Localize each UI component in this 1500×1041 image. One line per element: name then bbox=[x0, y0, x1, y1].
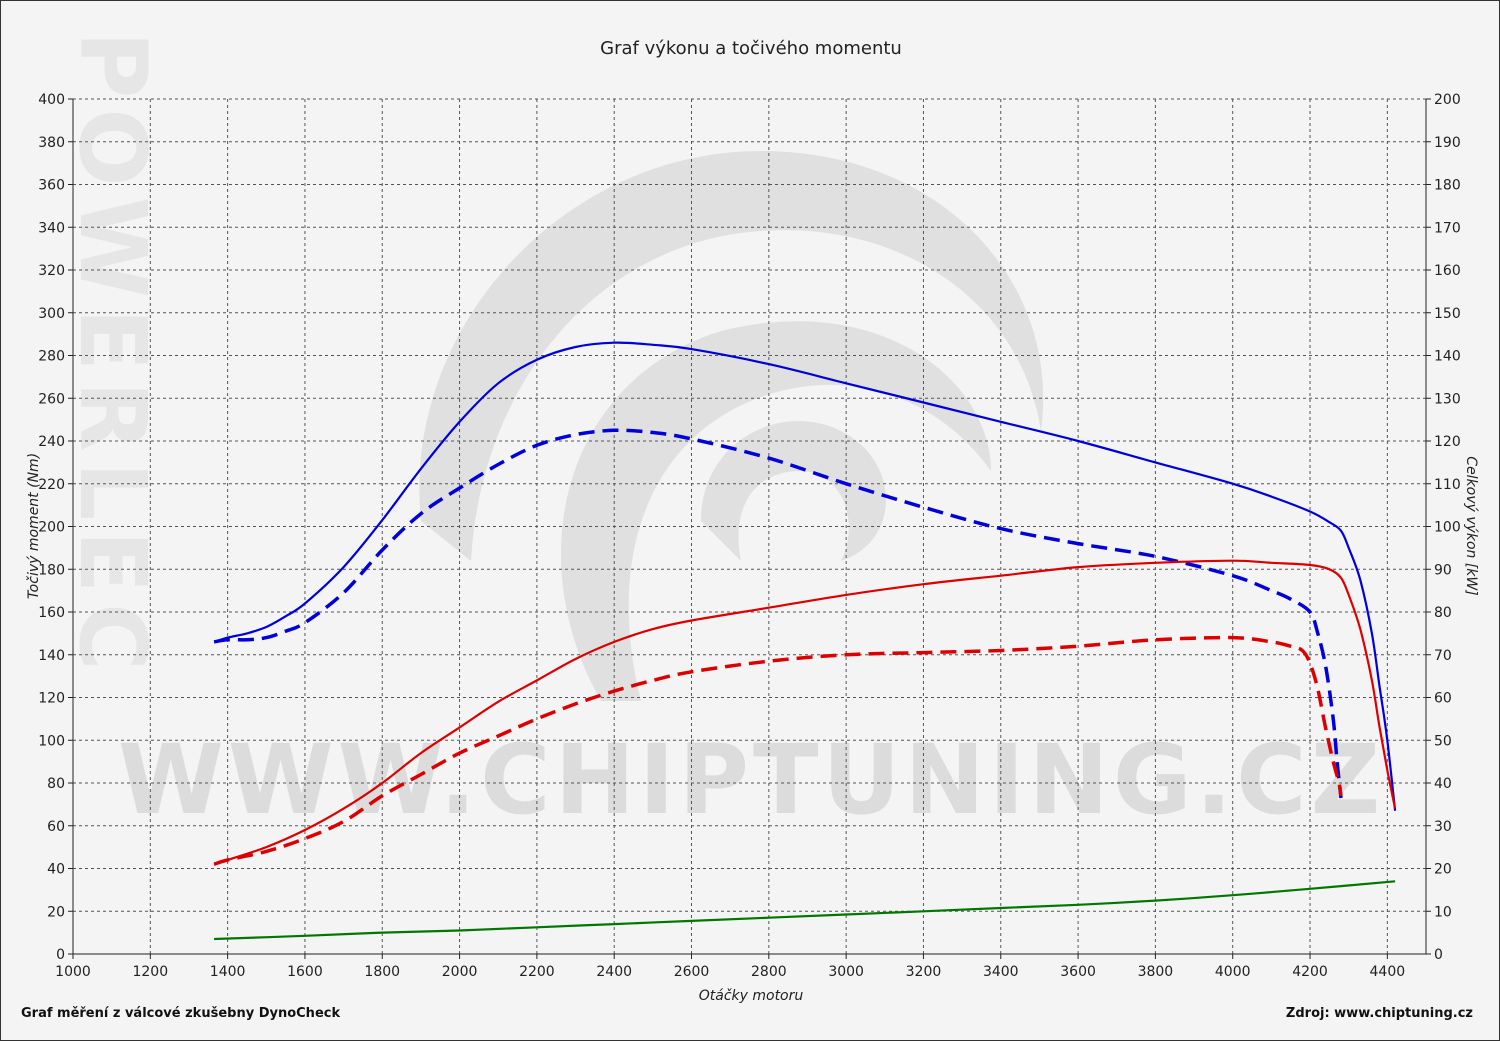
y-tick-label-right: 200 bbox=[1434, 92, 1461, 108]
watermark-side-text-left: POWERLEC bbox=[59, 31, 166, 681]
chart-title: Graf výkonu a točivého momentu bbox=[600, 38, 902, 59]
y-tick-label-left: 0 bbox=[56, 947, 65, 963]
series-layer bbox=[213, 341, 1397, 941]
x-axis-label: Otáčky motoru bbox=[699, 988, 804, 1004]
x-tick-label: 2800 bbox=[751, 964, 787, 980]
y-tick-label-right: 100 bbox=[1434, 520, 1461, 536]
turbo-swirl-logo-icon bbox=[419, 151, 1044, 701]
x-tick-label: 4200 bbox=[1292, 964, 1328, 980]
x-tick-label: 3400 bbox=[983, 964, 1019, 980]
x-tick-label: 4000 bbox=[1215, 964, 1251, 980]
x-tick-label: 3600 bbox=[1060, 964, 1096, 980]
x-tick-label: 1800 bbox=[364, 964, 400, 980]
series-line-tuned-torque bbox=[213, 341, 1397, 811]
y-tick-label-right: 50 bbox=[1434, 733, 1452, 749]
y-tick-label-right: 30 bbox=[1434, 819, 1452, 835]
footer-source-note: Graf měření z válcové zkušebny DynoCheck bbox=[21, 1006, 341, 1021]
y-tick-label-left: 280 bbox=[38, 349, 65, 365]
y-tick-label-left: 120 bbox=[38, 691, 65, 707]
y-tick-label-left: 60 bbox=[47, 819, 65, 835]
y-tick-label-right: 90 bbox=[1434, 562, 1452, 578]
series-line-stock-torque bbox=[213, 428, 1343, 799]
y-tick-label-left: 360 bbox=[38, 178, 65, 194]
y-tick-label-right: 10 bbox=[1434, 904, 1452, 920]
y-tick-label-right: 70 bbox=[1434, 648, 1452, 664]
y-tick-label-left: 180 bbox=[38, 562, 65, 578]
y-tick-label-right: 130 bbox=[1434, 391, 1461, 407]
y-tick-label-left: 380 bbox=[38, 135, 65, 151]
x-tick-label: 1400 bbox=[210, 964, 246, 980]
footer-source-link[interactable]: Zdroj: www.chiptuning.cz bbox=[1285, 1006, 1473, 1021]
y-tick-label-left: 40 bbox=[47, 862, 65, 878]
y-tick-label-right: 120 bbox=[1434, 434, 1461, 450]
y-tick-label-right: 80 bbox=[1434, 605, 1452, 621]
y-tick-label-right: 190 bbox=[1434, 135, 1461, 151]
y-tick-label-right: 110 bbox=[1434, 477, 1461, 493]
y-axis-label-left: Točivý moment (Nm) bbox=[26, 453, 42, 599]
watermark-layer: WWW.CHIPTUNING.CZ POWERLEC POWERLEC bbox=[59, 31, 1499, 881]
x-tick-label: 3800 bbox=[1138, 964, 1174, 980]
y-tick-label-left: 80 bbox=[47, 776, 65, 792]
y-tick-label-left: 220 bbox=[38, 477, 65, 493]
y-tick-label-right: 180 bbox=[1434, 178, 1461, 194]
y-tick-label-left: 300 bbox=[38, 306, 65, 322]
y-axis-label-right: Celkový výkon [kW] bbox=[1463, 456, 1479, 595]
x-tick-label: 3200 bbox=[906, 964, 942, 980]
y-tick-label-left: 200 bbox=[38, 520, 65, 536]
y-tick-label-left: 400 bbox=[38, 92, 65, 108]
y-tick-label-left: 260 bbox=[38, 391, 65, 407]
y-tick-label-right: 160 bbox=[1434, 263, 1461, 279]
series-line-tuned-power bbox=[213, 559, 1397, 866]
y-tick-label-left: 340 bbox=[38, 220, 65, 236]
y-tick-label-right: 140 bbox=[1434, 349, 1461, 365]
x-tick-label: 2200 bbox=[519, 964, 555, 980]
x-tick-label: 1200 bbox=[132, 964, 168, 980]
watermark-side-text-right: POWERLEC bbox=[1484, 231, 1499, 881]
y-tick-label-left: 320 bbox=[38, 263, 65, 279]
axes-layer: 0204060801001201401601802002202402602803… bbox=[38, 92, 1460, 980]
x-tick-label: 4400 bbox=[1370, 964, 1406, 980]
y-tick-label-left: 160 bbox=[38, 605, 65, 621]
x-tick-label: 2000 bbox=[442, 964, 478, 980]
x-tick-label: 2400 bbox=[596, 964, 632, 980]
y-tick-label-left: 100 bbox=[38, 733, 65, 749]
y-tick-label-right: 0 bbox=[1434, 947, 1443, 963]
y-tick-label-right: 20 bbox=[1434, 862, 1452, 878]
series-line-stock-power bbox=[213, 635, 1343, 866]
y-tick-label-right: 170 bbox=[1434, 220, 1461, 236]
y-tick-label-right: 150 bbox=[1434, 306, 1461, 322]
x-tick-label: 1600 bbox=[287, 964, 323, 980]
series-line-loss bbox=[214, 880, 1396, 941]
y-tick-label-right: 40 bbox=[1434, 776, 1452, 792]
watermark-url-text: WWW.CHIPTUNING.CZ bbox=[118, 724, 1384, 836]
y-tick-label-left: 140 bbox=[38, 648, 65, 664]
x-tick-label: 2600 bbox=[674, 964, 710, 980]
y-tick-label-left: 240 bbox=[38, 434, 65, 450]
y-tick-label-left: 20 bbox=[47, 904, 65, 920]
y-tick-label-right: 60 bbox=[1434, 691, 1452, 707]
x-tick-label: 1000 bbox=[55, 964, 91, 980]
x-tick-label: 3000 bbox=[828, 964, 864, 980]
